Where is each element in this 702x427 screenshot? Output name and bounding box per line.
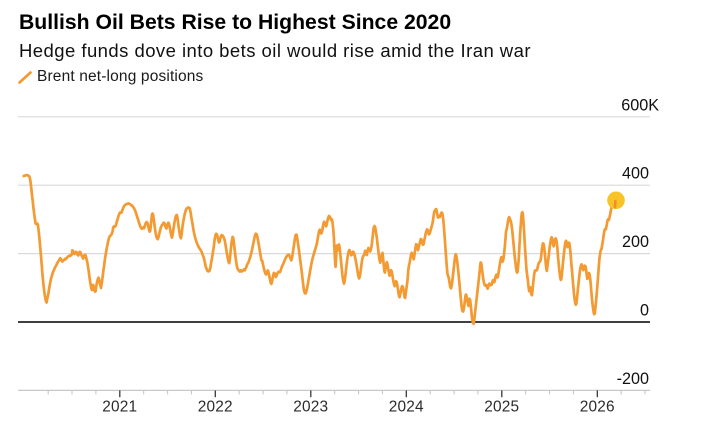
svg-text:2026: 2026	[580, 399, 615, 416]
svg-text:600K: 600K	[621, 96, 659, 114]
svg-text:2024: 2024	[389, 399, 424, 416]
svg-text:-200: -200	[617, 370, 649, 388]
svg-text:2025: 2025	[484, 399, 519, 416]
svg-text:0: 0	[640, 302, 649, 320]
svg-text:200: 200	[622, 233, 649, 251]
svg-text:2022: 2022	[198, 399, 233, 416]
svg-text:400: 400	[622, 165, 649, 183]
svg-text:2021: 2021	[102, 399, 137, 416]
svg-text:2023: 2023	[293, 399, 328, 416]
